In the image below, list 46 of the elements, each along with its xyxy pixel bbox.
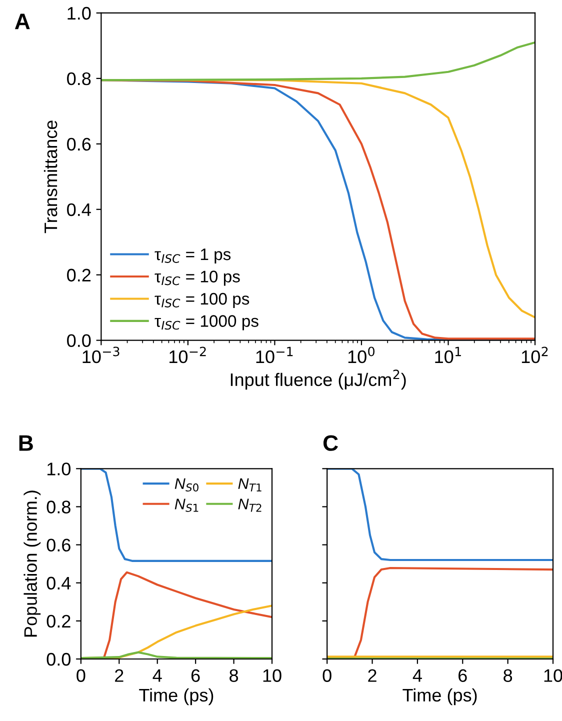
y-axis-title: Transmittance [44, 120, 58, 234]
legend-label: N$_{T2}$ [238, 498, 262, 512]
x-tick-label: 8 [504, 669, 512, 682]
x-tick-label: 0 [76, 669, 86, 682]
legend-label: τ$_{ISC}$ = 1 ps [154, 248, 231, 264]
y-tick-label: 0.2 [46, 614, 70, 628]
legend-label: τ$_{ISC}$ = 10 ps [154, 270, 240, 286]
x-tick-label: 10$^{−3}$ [82, 346, 120, 364]
y-tick-label: 0.2 [67, 268, 91, 282]
y-tick-label: 0.4 [46, 576, 71, 590]
y-tick-label: 0.8 [46, 500, 70, 514]
legend-label: τ$_{ISC}$ = 100 ps [154, 292, 250, 308]
y-tick-label: 0.6 [46, 538, 70, 552]
x-axis-title: Input fluence (μJ/cm$^{2}$) [230, 370, 406, 390]
x-tick-label: 0 [322, 669, 332, 682]
y-tick-label: 0.0 [67, 334, 91, 348]
legend-label: N$_{S1}$ [174, 498, 198, 512]
y-tick-label: 0.0 [46, 652, 70, 666]
chart-title: A [14, 14, 30, 30]
x-tick-label: 6 [458, 669, 467, 682]
y-tick-label: 0.8 [67, 72, 91, 86]
y-tick-label: 0.6 [67, 138, 91, 151]
x-tick-label: 10$^{2}$ [522, 346, 548, 364]
legend-label: N$_{T1}$ [238, 478, 262, 492]
y-axis-title: Population (norm.) [24, 490, 41, 637]
x-axis-title: Time (ps) [139, 688, 214, 706]
x-tick-label: 8 [230, 669, 238, 682]
x-tick-label: 4 [152, 669, 162, 682]
x-tick-label: 10$^{−1}$ [256, 346, 293, 364]
x-tick-label: 6 [191, 669, 200, 682]
x-tick-label: 2 [368, 669, 376, 682]
x-tick-label: 10 [263, 669, 282, 682]
y-tick-label: 1.0 [68, 6, 91, 20]
x-tick-label: 10$^{−2}$ [170, 346, 206, 364]
x-tick-label: 4 [412, 669, 422, 682]
legend-label: N$_{S0}$ [174, 478, 198, 492]
chart-title: C [323, 435, 338, 451]
x-tick-label: 10$^{1}$ [435, 346, 461, 364]
y-tick-label: 1.0 [47, 462, 70, 476]
chart-title: B [19, 435, 33, 451]
x-tick-label: 10 [544, 669, 562, 682]
x-axis-title: Time (ps) [402, 688, 477, 706]
y-tick-label: 0.4 [67, 203, 91, 216]
legend-label: τ$_{ISC}$ = 1000 ps [154, 315, 258, 330]
x-tick-label: 2 [115, 669, 124, 682]
x-tick-label: 10$^{0}$ [348, 346, 374, 364]
